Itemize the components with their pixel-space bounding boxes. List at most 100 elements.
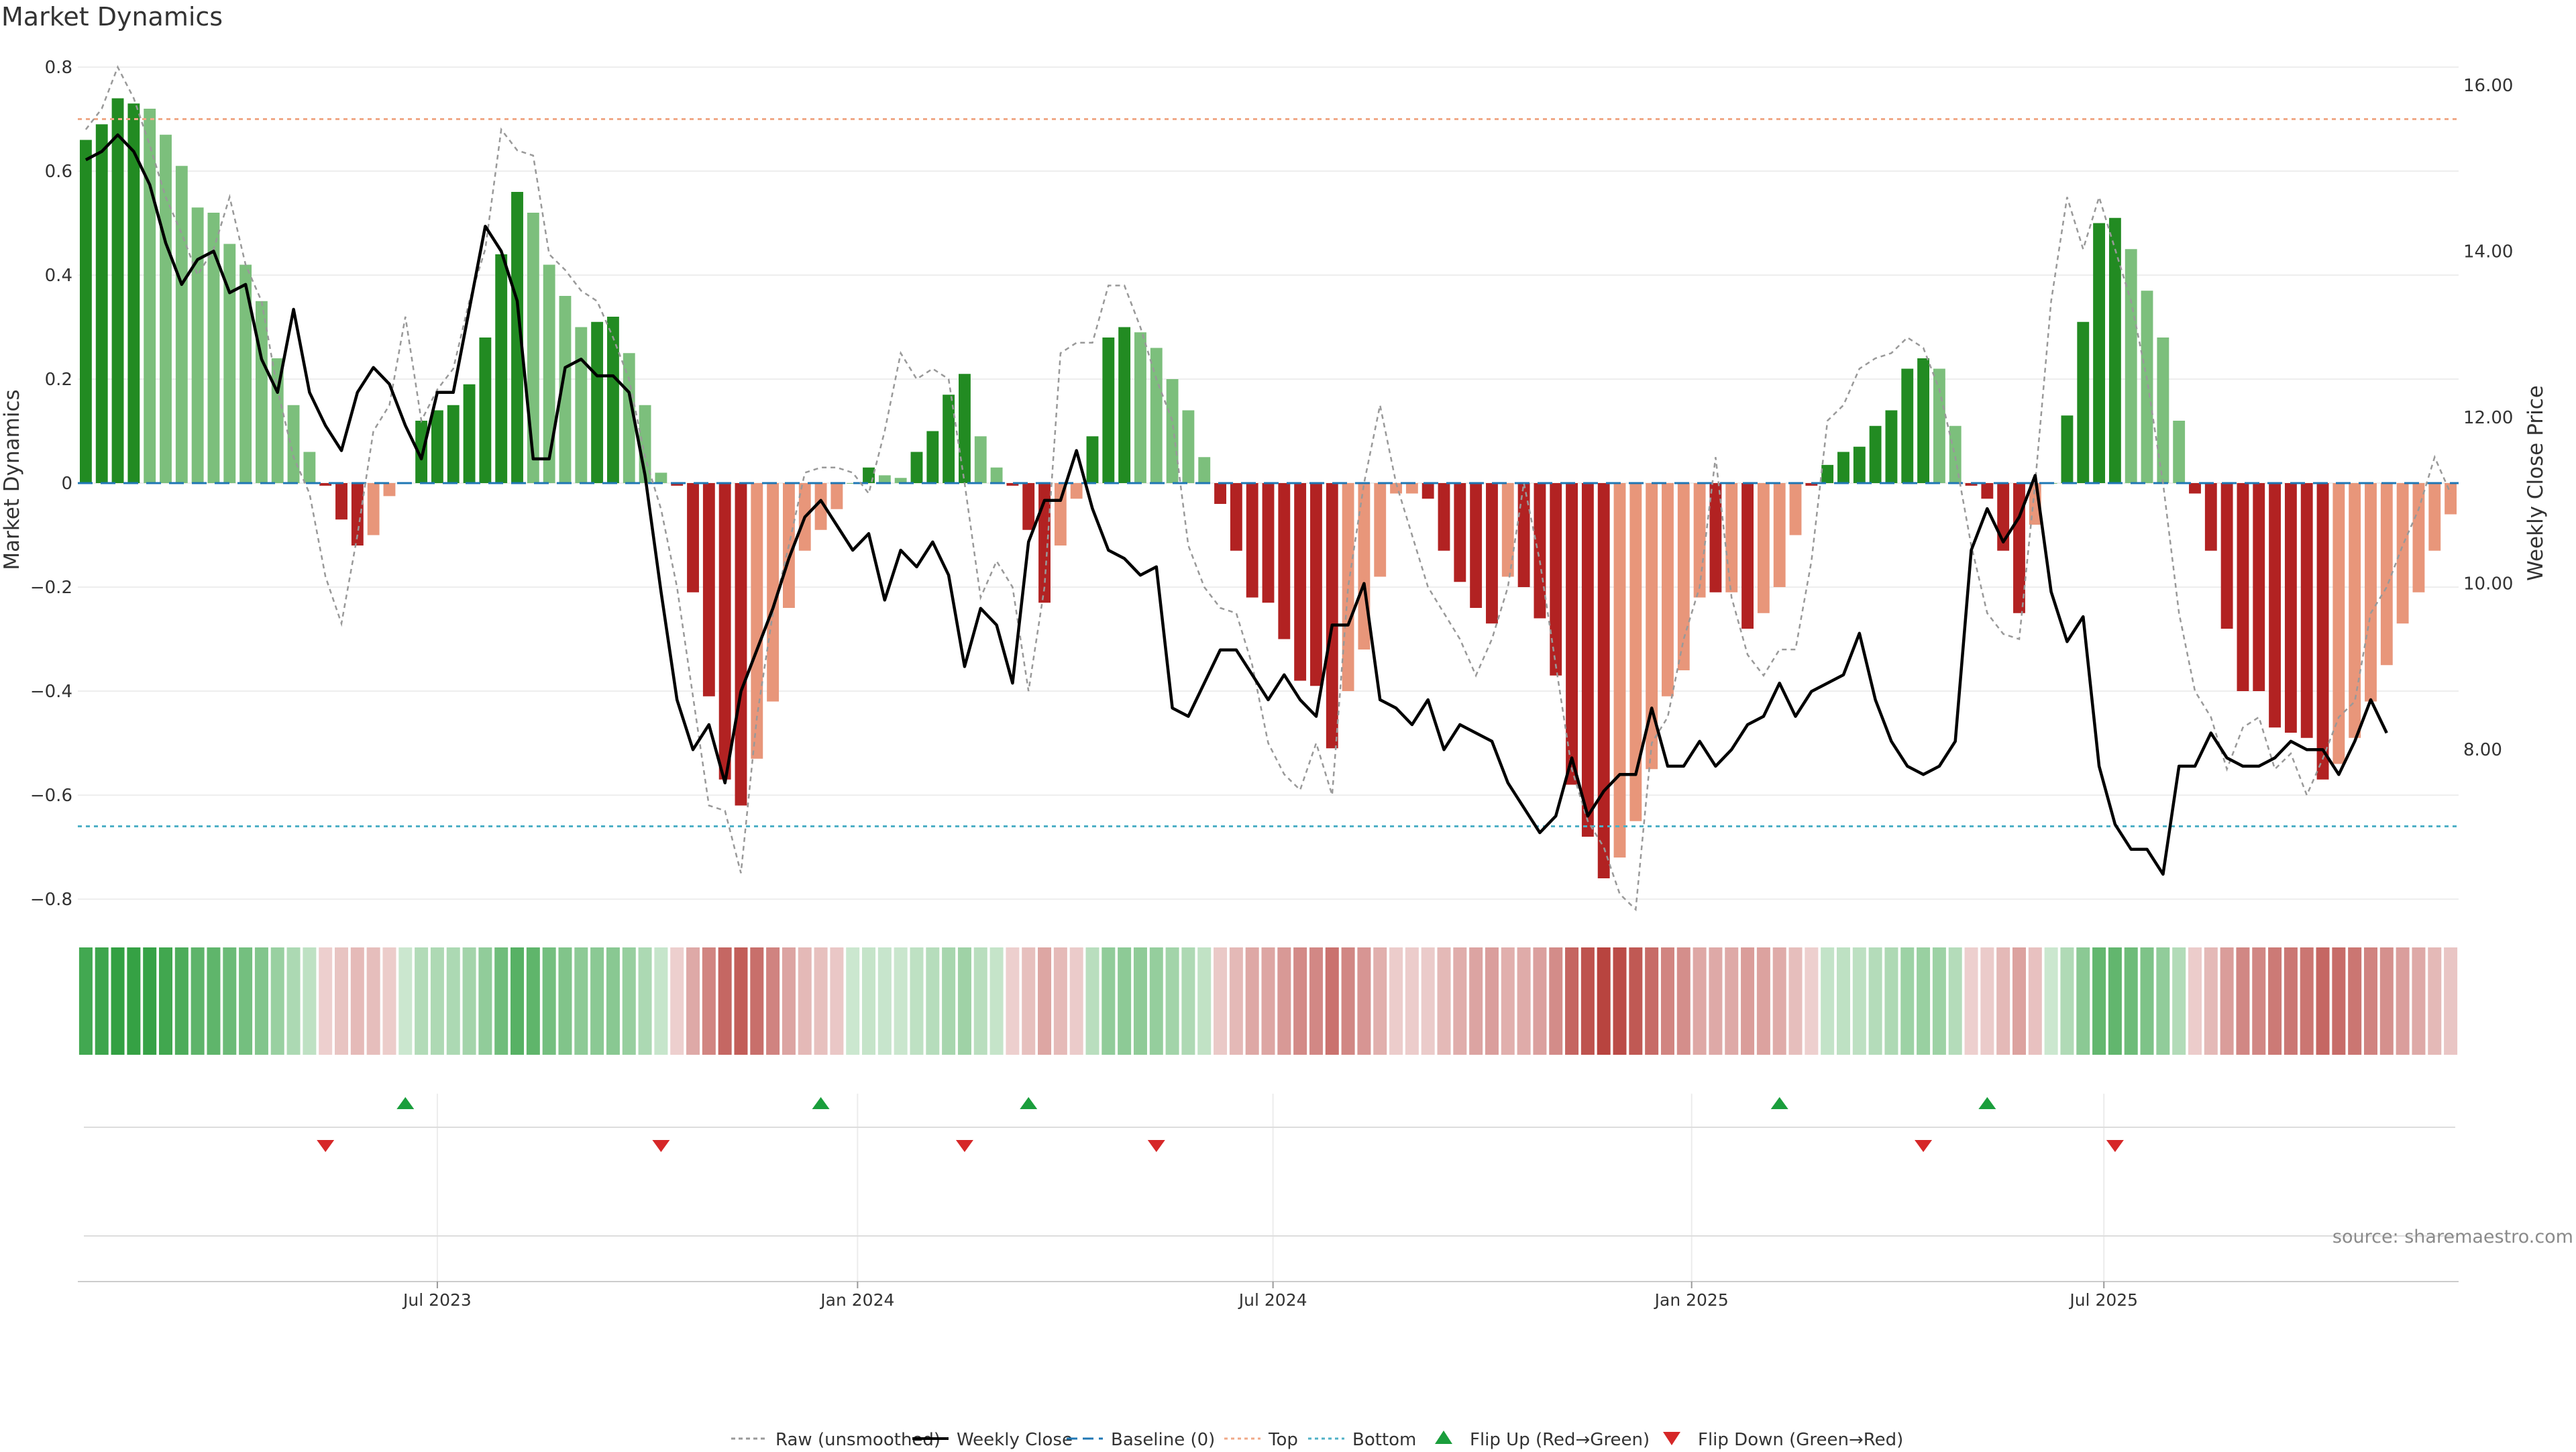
bar <box>2013 483 2025 613</box>
flip-up-marker <box>1020 1097 1038 1109</box>
bar <box>2108 217 2121 483</box>
heat-cell <box>511 947 525 1055</box>
bar <box>1885 410 1898 483</box>
bar <box>447 405 460 483</box>
heat-cell <box>1245 947 1259 1055</box>
bar <box>1933 368 1945 483</box>
bar <box>127 103 140 483</box>
heat-cell <box>957 947 971 1055</box>
bar <box>1949 425 1962 483</box>
bar <box>2093 223 2106 483</box>
heat-cell <box>1788 947 1803 1055</box>
bar <box>2061 415 2074 483</box>
heat-cell <box>1613 947 1627 1055</box>
legend-label: Flip Up (Red→Green) <box>1470 1430 1650 1449</box>
bar <box>1581 483 1594 837</box>
bar <box>1086 436 1099 483</box>
heat-cell <box>223 947 237 1055</box>
heat-cell <box>622 947 636 1055</box>
bar <box>2125 249 2137 483</box>
bar <box>1853 446 1866 483</box>
heat-cell <box>2236 947 2250 1055</box>
left-tick-label: −0.8 <box>30 890 72 910</box>
bar <box>575 327 588 483</box>
heat-cell <box>1772 947 1786 1055</box>
bar <box>1757 483 1770 613</box>
bar <box>1917 358 1930 483</box>
bar <box>79 140 92 483</box>
heat-cell <box>1165 947 1179 1055</box>
heat-cell <box>670 947 684 1055</box>
heat-cell <box>1022 947 1036 1055</box>
bar <box>1166 379 1179 483</box>
bar <box>1150 348 1163 483</box>
bar <box>2077 321 2090 483</box>
heat-cell <box>814 947 828 1055</box>
bar <box>1326 483 1338 749</box>
bar <box>2412 483 2425 592</box>
flip-up-marker <box>812 1097 830 1109</box>
right-tick-label: 12.00 <box>2463 408 2513 428</box>
bar <box>1438 483 1450 551</box>
bar <box>2349 483 2361 738</box>
flip-down-marker <box>955 1140 973 1152</box>
bar <box>431 410 443 483</box>
right-tick-label: 14.00 <box>2463 242 2513 262</box>
heat-cell <box>430 947 444 1055</box>
close-line <box>85 133 2388 876</box>
heat-cell <box>1006 947 1020 1055</box>
heat-cell <box>2428 947 2442 1055</box>
bar <box>2173 421 2186 483</box>
x-tick-label: Jul 2024 <box>1238 1290 1307 1310</box>
heat-cell <box>2284 947 2298 1055</box>
bar <box>2141 291 2153 483</box>
bar <box>2220 483 2233 629</box>
x-tick-label: Jan 2025 <box>1654 1290 1729 1310</box>
bar <box>1198 457 1211 483</box>
bar <box>735 483 747 806</box>
bar <box>1118 327 1131 483</box>
heat-cell <box>2348 947 2362 1055</box>
heat-cell <box>1277 947 1291 1055</box>
heat-cell <box>462 947 476 1055</box>
flip-down-marker <box>1147 1140 1165 1152</box>
bar <box>223 244 236 483</box>
heat-cell <box>1485 947 1499 1055</box>
x-tick-label: Jul 2023 <box>402 1290 472 1310</box>
heat-cell <box>1357 947 1371 1055</box>
bar <box>1134 332 1146 483</box>
bar <box>671 483 684 486</box>
heat-cell <box>1868 947 1882 1055</box>
bar <box>1821 464 1834 483</box>
right-axis-label: Weekly Close Price <box>2524 385 2548 581</box>
heat-cell <box>1389 947 1403 1055</box>
bar <box>1278 483 1291 639</box>
left-tick-label: 0.2 <box>45 370 72 390</box>
heat-cell <box>111 947 125 1055</box>
heat-cell <box>1917 947 1931 1055</box>
bar <box>175 166 188 483</box>
right-tick-label: 10.00 <box>2463 574 2513 594</box>
bar <box>1773 483 1786 587</box>
bar <box>1374 483 1387 577</box>
heat-cell <box>2252 947 2266 1055</box>
bar <box>959 374 971 483</box>
heat-cell <box>1149 947 1163 1055</box>
left-tick-label: −0.6 <box>30 786 72 806</box>
heat-strip <box>78 947 2458 1055</box>
heat-cell <box>1437 947 1451 1055</box>
heat-cell <box>2156 947 2170 1055</box>
heat-cell <box>734 947 748 1055</box>
heat-cell <box>2316 947 2330 1055</box>
heat-cell <box>1214 947 1228 1055</box>
raw-series <box>85 64 2452 912</box>
heat-cell <box>606 947 620 1055</box>
bar <box>1517 483 1530 587</box>
bar <box>1550 483 1562 676</box>
bar <box>303 452 316 483</box>
heat-cell <box>1996 947 2010 1055</box>
heat-cell <box>750 947 764 1055</box>
bar <box>2284 483 2297 733</box>
heat-cell <box>1900 947 1915 1055</box>
bar <box>1869 425 1882 483</box>
